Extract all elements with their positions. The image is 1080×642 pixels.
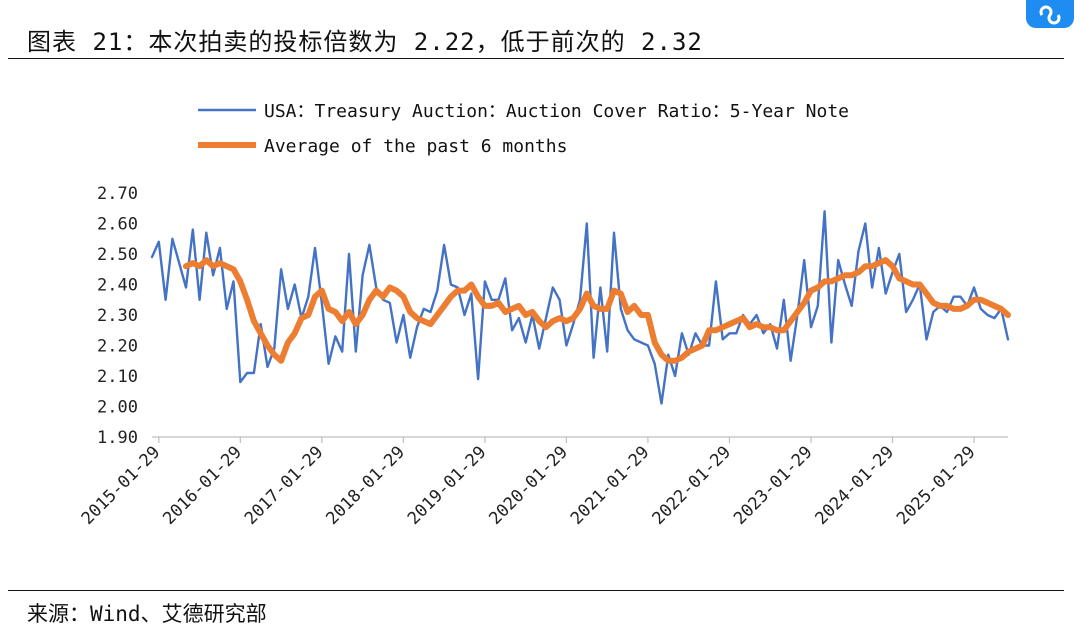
x-tick-label: 2022-01-29	[648, 442, 735, 529]
x-tick-label: 2016-01-29	[159, 442, 246, 529]
y-tick-label: 2.50	[97, 245, 138, 265]
y-tick-label: 2.00	[97, 398, 138, 418]
y-tick-label: 2.60	[97, 215, 138, 235]
x-axis: 2015-01-292016-01-292017-01-292018-01-29…	[78, 436, 1008, 529]
source-rule	[8, 590, 1064, 591]
x-tick-label: 2024-01-29	[812, 442, 899, 529]
series-layer	[150, 210, 1011, 405]
y-axis: 2.70 2.60 2.50 2.40 2.30 2.20 2.10 2.00 1.90	[97, 184, 138, 448]
source-note: 来源：Wind、艾德研究部	[27, 602, 267, 626]
x-tick-label: 2023-01-29	[730, 442, 817, 529]
app-badge-icon[interactable]	[1026, 0, 1074, 28]
y-tick-label: 1.90	[97, 428, 138, 448]
x-tick-label: 2020-01-29	[485, 442, 572, 529]
legend-label-average: Average of the past 6 months	[264, 136, 567, 157]
x-tick-label: 2018-01-29	[322, 442, 409, 529]
x-tick-label: 2017-01-29	[241, 442, 328, 529]
x-tick-label: 2021-01-29	[567, 442, 654, 529]
x-tick-label: 2025-01-29	[893, 442, 980, 529]
title-rule	[8, 58, 1064, 59]
y-tick-label: 2.70	[97, 184, 138, 204]
legend-label-ratio: USA：Treasury Auction：Auction Cover Ratio…	[264, 101, 849, 122]
x-tick-label: 2019-01-29	[404, 442, 491, 529]
chart: USA：Treasury Auction：Auction Cover Ratio…	[78, 101, 1011, 529]
y-tick-label: 2.10	[97, 367, 138, 387]
series-line-cover-ratio	[150, 210, 1010, 405]
series-line-6m-average	[183, 257, 1011, 364]
figure-title: 图表 21：本次拍卖的投标倍数为 2.22，低于前次的 2.32	[27, 28, 703, 56]
y-tick-label: 2.30	[97, 306, 138, 326]
y-tick-label: 2.40	[97, 276, 138, 296]
y-tick-label: 2.20	[97, 337, 138, 357]
x-tick-label: 2015-01-29	[78, 442, 165, 529]
legend: USA：Treasury Auction：Auction Cover Ratio…	[198, 101, 849, 157]
